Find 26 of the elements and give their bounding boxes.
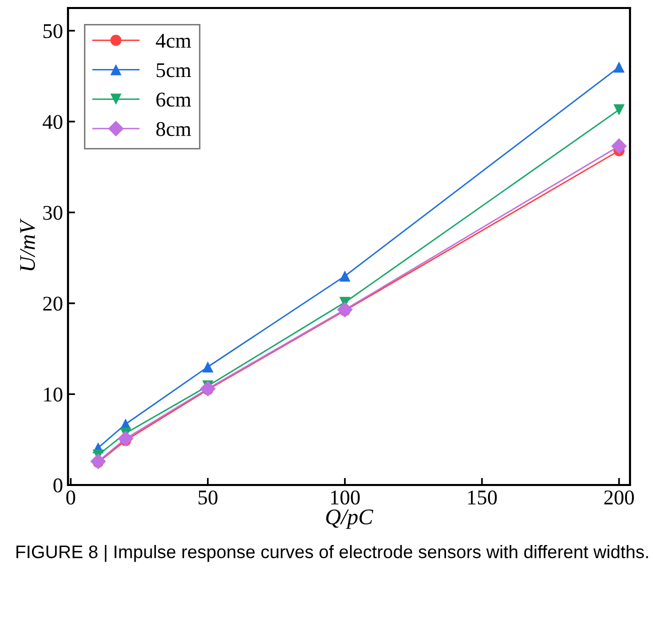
y-tick-label: 40 [42,114,62,130]
caption: FIGURE 8 | Impulse response curves of electrode sensors with different widths. [16,545,648,562]
legend-label: 8cm [156,122,192,136]
point [339,270,350,282]
point [613,62,625,73]
point [613,104,625,116]
y-tick-label: 50 [44,24,62,38]
x-axis-title: Q/pC [326,509,374,529]
point [202,361,214,372]
y-tick-label: 0 [54,478,62,492]
legend-label: 6cm [156,92,192,107]
x-tick-label: 150 [468,490,497,505]
x-tick-label: 50 [198,490,218,505]
y-axis-title: U/mV [20,218,36,270]
y-tick-label: 20 [43,296,62,311]
legend-label: 5cm [156,63,192,78]
point [90,454,106,470]
y-tick-label: 30 [43,206,62,220]
x-tick-label: 0 [66,490,76,505]
point [337,302,353,318]
y-tick-label: 10 [44,388,62,402]
legend-label: 4cm [156,34,192,48]
point [611,138,627,154]
x-tick-label: 200 [604,490,634,505]
x-tick-label: 100 [331,490,360,505]
point [200,380,216,397]
